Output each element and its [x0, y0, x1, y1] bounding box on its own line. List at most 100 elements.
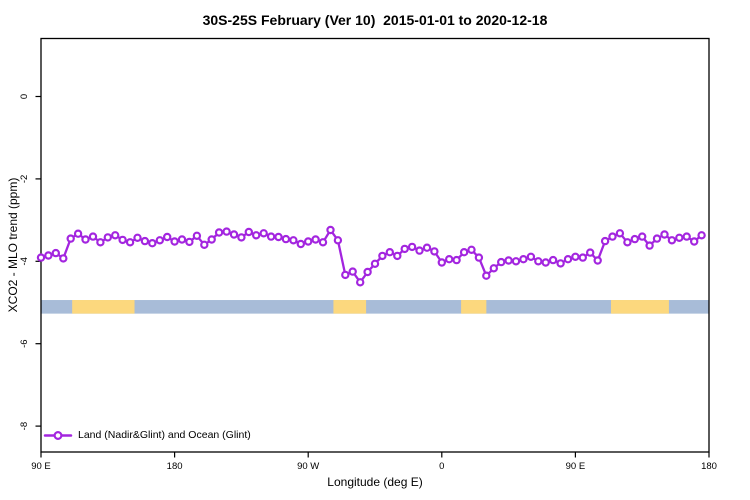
x-tick-label: 90 W	[297, 461, 319, 472]
y-tick-label: -6	[19, 339, 30, 347]
data-point	[296, 239, 305, 249]
data-point	[177, 235, 187, 244]
y-tick-label: -2	[19, 175, 30, 183]
data-point	[222, 227, 231, 236]
data-point	[341, 270, 350, 280]
x-tick-label: 90 E	[566, 461, 586, 472]
data-point	[333, 236, 343, 245]
x-axis-label: Longitude (deg E)	[327, 475, 423, 489]
legend-marker-circle	[53, 431, 63, 441]
data-point	[690, 237, 699, 246]
data-point	[578, 253, 588, 262]
data-point	[534, 257, 543, 266]
x-tick-label: 0	[439, 461, 444, 472]
data-point	[110, 231, 120, 240]
data-point	[370, 259, 380, 268]
data-point	[51, 248, 61, 258]
data-point	[556, 259, 565, 268]
x-tick-label: 180	[167, 461, 183, 472]
data-point	[59, 254, 68, 263]
data-point	[459, 247, 469, 257]
data-point	[244, 227, 253, 237]
data-point	[623, 238, 632, 247]
data-point	[318, 238, 328, 247]
data-point	[697, 231, 706, 240]
data-point	[44, 251, 53, 260]
data-point	[304, 237, 313, 246]
qc-band-base	[41, 300, 709, 314]
data-point	[430, 247, 439, 256]
data-point	[452, 255, 461, 265]
data-point	[675, 233, 684, 242]
data-point	[363, 267, 372, 277]
data-point	[274, 232, 283, 242]
data-point	[385, 247, 394, 257]
data-point	[667, 236, 677, 245]
data-point	[356, 278, 365, 287]
data-point	[73, 229, 83, 238]
qc-band-highlight	[72, 300, 135, 314]
data-point	[415, 246, 424, 255]
data-point	[393, 251, 402, 261]
data-point	[630, 234, 640, 244]
data-point	[289, 236, 298, 245]
data-point	[682, 232, 691, 241]
data-point	[125, 238, 135, 247]
data-point	[593, 256, 602, 265]
data-point	[192, 231, 202, 240]
data-point	[148, 238, 157, 248]
data-point	[118, 235, 127, 245]
data-point	[638, 232, 647, 241]
data-point	[378, 251, 387, 261]
data-point	[281, 234, 291, 244]
data-point	[185, 237, 194, 247]
y-tick-label: -8	[19, 422, 30, 430]
y-tick-label: 0	[19, 94, 30, 99]
y-axis-label: XCO2 - MLO trend (ppm)	[6, 177, 20, 313]
data-point	[660, 230, 669, 239]
data-point	[229, 230, 239, 239]
data-point	[511, 257, 521, 266]
data-point	[422, 243, 432, 252]
data-point	[103, 233, 113, 242]
data-point	[400, 244, 409, 254]
data-point	[140, 236, 150, 246]
data-point	[88, 232, 98, 241]
data-point	[437, 258, 446, 267]
plot-frame	[40, 37, 710, 453]
data-point	[36, 253, 46, 262]
y-tick-label: -4	[19, 257, 30, 265]
data-point	[615, 229, 625, 238]
data-point	[482, 271, 491, 280]
data-point	[237, 233, 246, 242]
data-point	[497, 257, 506, 267]
qc-band-highlight	[333, 300, 367, 314]
data-point	[207, 235, 216, 244]
data-point	[259, 229, 268, 238]
data-point	[571, 252, 580, 261]
data-point	[252, 231, 261, 240]
chart-title: 30S-25S February (Ver 10) 2015-01-01 to …	[202, 12, 548, 28]
data-point	[326, 225, 335, 235]
data-point	[66, 234, 75, 243]
data-point	[548, 255, 558, 265]
data-point	[407, 242, 417, 252]
data-point	[155, 236, 164, 245]
data-point	[266, 232, 276, 241]
data-point	[519, 255, 528, 264]
x-tick-label: 180	[701, 461, 717, 472]
data-point	[445, 255, 454, 264]
qc-band-highlight	[461, 300, 487, 314]
x-tick-label: 90 E	[31, 461, 51, 472]
data-point	[652, 234, 662, 243]
data-point	[474, 253, 484, 262]
data-point	[600, 236, 610, 246]
legend-label: Land (Nadir&Glint) and Ocean (Glint)	[78, 429, 251, 441]
data-point	[563, 255, 573, 264]
data-point	[586, 248, 595, 257]
data-point	[214, 228, 224, 237]
data-point	[81, 235, 90, 244]
data-point	[467, 245, 476, 254]
data-point	[200, 240, 209, 249]
